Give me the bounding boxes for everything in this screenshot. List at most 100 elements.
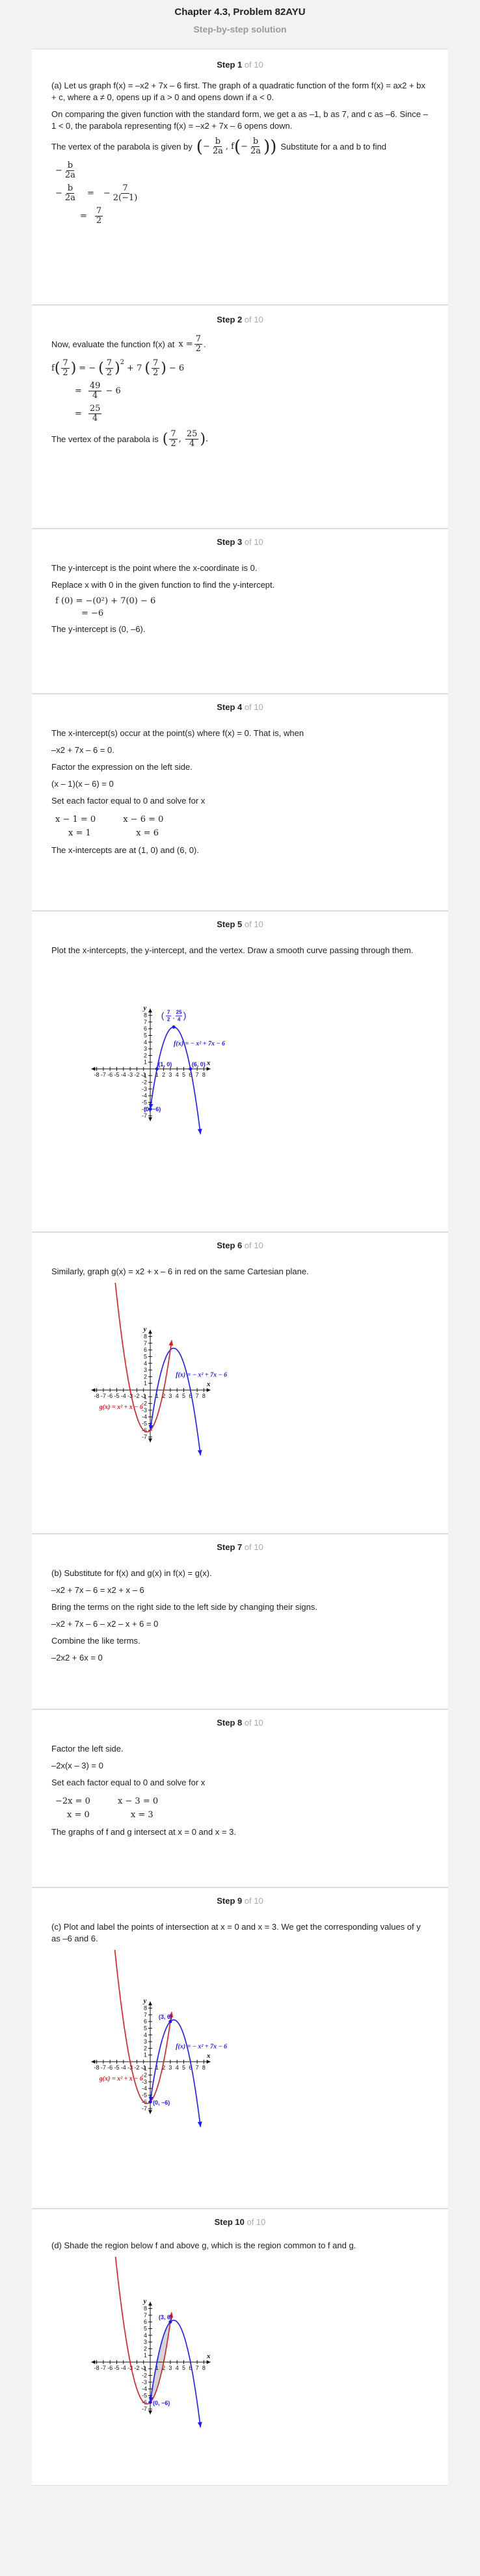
vertex-label-part: ,	[173, 1014, 175, 1021]
y-tick-label: 7	[144, 2312, 147, 2319]
g-arrow	[168, 2012, 174, 2017]
y-tick-label: 2	[144, 1052, 147, 1058]
x-tick-label: -8	[94, 2064, 100, 2071]
g-label: g(x) = x² + x − 6	[99, 1404, 143, 1411]
step-text: Factor the expression on the left side.	[51, 762, 193, 772]
x-tick-label: 6	[189, 2365, 192, 2371]
y-tick-label: 6	[144, 2319, 147, 2325]
step-7: Step 7 of 10 (b) Substitute for f(x) and…	[32, 1534, 448, 1709]
x-tick-label: -4	[121, 1393, 126, 1399]
step-label: Step 8	[217, 1718, 243, 1728]
point-label: (1, 0)	[158, 1061, 172, 1068]
x-tick-label: -2	[134, 1393, 139, 1399]
solve-table: x − 1 = 0 x − 6 = 0 x = 1 x = 6	[51, 812, 167, 841]
x-tick-label: 8	[202, 1071, 206, 1078]
x-axis-label: x	[206, 2352, 211, 2360]
x-tick-label: -7	[101, 2365, 106, 2371]
x-tick-label: 4	[176, 1393, 179, 1399]
step-10: Step 10 of 10 (d) Shade the region below…	[32, 2209, 448, 2486]
f-arrow	[197, 2122, 202, 2127]
g-curve	[114, 1283, 172, 1433]
frac-numerator: b	[251, 137, 260, 147]
step-text: –x2 + 7x – 6 = x2 + x – 6	[51, 1585, 144, 1595]
x-axis-arrow	[206, 1388, 211, 1392]
x-axis-label: x	[206, 1059, 211, 1067]
f-label: f(x) = − x² + 7x − 6	[176, 1371, 227, 1378]
yintercept-calc: f (0) = −(0²) + 7(0) − 6 = −6	[55, 596, 429, 618]
evaluation-calc: f (7 2) = − (7 2) 2 + 7 (7 2) − 6 = 49 4 − 6 …	[51, 358, 185, 423]
step-count: of 10	[247, 2217, 266, 2227]
y-tick-label: -3	[142, 1407, 147, 1413]
step-4: Step 4 of 10 The x-intercept(s) occur at…	[32, 694, 448, 911]
f-arrow	[148, 2096, 153, 2102]
frac-denominator: 2	[195, 344, 201, 354]
x-axis-arrow	[91, 1067, 96, 1071]
x-tick-label: 2	[162, 2064, 165, 2071]
equals-sign: =	[87, 189, 94, 198]
x-tick-label: -5	[114, 1071, 119, 1078]
y-tick-label: -7	[142, 2105, 147, 2112]
x-tick-label: 4	[176, 2365, 179, 2371]
x-tick-label: -7	[101, 2064, 106, 2071]
x-tick-label: 5	[182, 1393, 185, 1399]
step-count: of 10	[244, 315, 263, 324]
y-tick-label: -6	[142, 1106, 147, 1112]
y-tick-label: 3	[144, 2038, 147, 2045]
step-text: The vertex of the parabola is	[51, 434, 159, 444]
equation-line: = −6	[81, 609, 104, 618]
x-tick-label: -3	[127, 2365, 133, 2371]
step-text: (x – 1)(x – 6) = 0	[51, 779, 114, 789]
function-name: f	[51, 363, 55, 373]
step-3: Step 3 of 10 The y-intercept is the poin…	[32, 529, 448, 694]
equation-cell: x = 0	[67, 1810, 90, 1820]
frac-denominator: 2a	[64, 170, 75, 180]
y-tick-label: -2	[142, 1400, 147, 1407]
x-tick-label: 3	[168, 1393, 172, 1399]
x-tick-label: -3	[127, 2064, 133, 2071]
frac-denominator: 4	[189, 439, 195, 449]
x-axis-label: x	[206, 2052, 211, 2060]
x-tick-label: 1	[155, 2365, 159, 2371]
y-axis-arrow	[148, 1330, 152, 1334]
x-tick-label: -6	[107, 1393, 113, 1399]
x-tick-label: -1	[141, 1071, 146, 1078]
step-8: Step 8 of 10 Factor the left side. –2x(x…	[32, 1709, 448, 1887]
frac-denominator: 4	[92, 414, 98, 423]
y-tick-label: -6	[142, 2399, 147, 2406]
step-1: Step 1 of 10 (a) Let us graph f(x) = –x2…	[32, 49, 448, 305]
step-text: Similarly, graph g(x) = x2 + x – 6 in re…	[51, 1267, 309, 1276]
step-heading: Step 1 of 10	[51, 60, 429, 70]
frac-numerator: 49	[88, 381, 102, 391]
x-axis-label: x	[206, 1380, 211, 1388]
g-curve	[114, 1950, 172, 2105]
x-tick-label: 3	[168, 1071, 172, 1078]
x-tick-label: 1	[155, 1393, 159, 1399]
x-axis-arrow	[206, 2360, 211, 2364]
equation-part: − 6	[168, 363, 185, 373]
frac-numerator: 7	[105, 358, 114, 369]
vertex-label-part: 2	[167, 1017, 170, 1023]
vertex-label-part: (	[161, 1010, 165, 1021]
equation-cell: x = 3	[130, 1810, 153, 1820]
evaluate-line: Now, evaluate the function f(x) at x = 7…	[51, 334, 206, 354]
frac-numerator: 25	[88, 404, 102, 414]
frac-numerator: b	[66, 161, 75, 171]
x-tick-label: -8	[94, 2365, 100, 2371]
y-tick-label: -3	[142, 2079, 147, 2085]
step-text: The graphs of f and g intersect at x = 0…	[51, 1827, 237, 1837]
step-count: of 10	[244, 919, 263, 929]
frac-numerator: b	[66, 183, 75, 194]
step-text: –x2 + 7x – 6 – x2 – x + 6 = 0	[51, 1619, 159, 1629]
y-tick-label: 6	[144, 1347, 147, 1353]
graph-shaded-region: xy-8 -7 -6 -5 -4 -3 -2 -1 1 2 3 4 5 6 7 887654321-1-2-3…	[91, 2257, 211, 2428]
step-6: Step 6 of 10 Similarly, graph g(x) = x2 …	[32, 1232, 448, 1534]
y-tick-label: -7	[142, 1434, 147, 1440]
step-label: Step 7	[217, 1542, 243, 1552]
y-axis-label: y	[142, 2297, 147, 2305]
x-tick-label: 3	[168, 2064, 172, 2071]
x-tick-label: 5	[182, 1071, 185, 1078]
point-marker	[168, 2320, 172, 2324]
frac-denominator: 4	[92, 391, 98, 401]
frac-denominator: 2	[62, 368, 68, 378]
y-axis-arrow	[148, 1008, 152, 1013]
